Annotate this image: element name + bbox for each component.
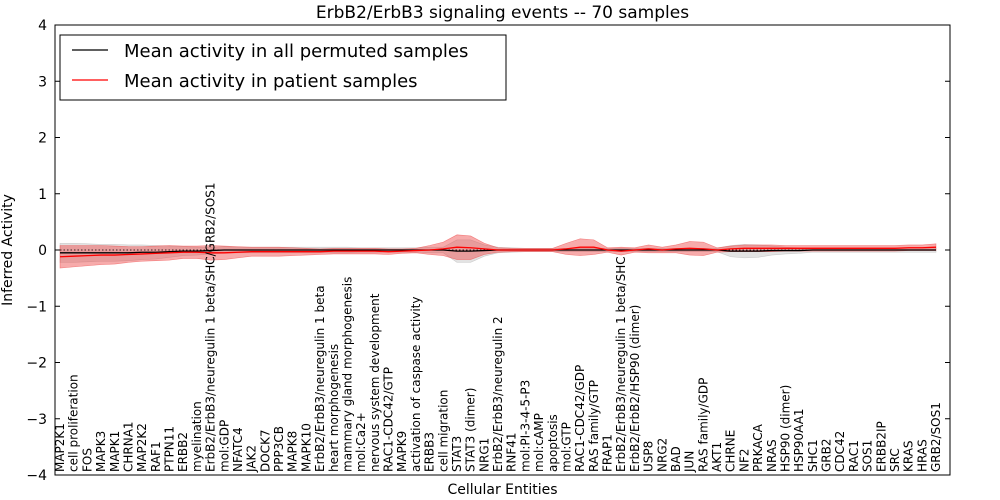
- y-axis: 4 3 2 1 0 −1 −2 −3 −4: [26, 18, 950, 484]
- y-tick-label: 0: [38, 243, 47, 259]
- entity-label: mol:GTP: [559, 422, 573, 472]
- y-tick-label: 4: [38, 18, 47, 34]
- entity-label: ERBB2IP: [874, 421, 888, 472]
- entity-label: ERBB3: [423, 432, 437, 472]
- entity-label: RAC1-CDC42/GDP: [573, 365, 587, 472]
- entity-label: NF2: [737, 448, 751, 472]
- entity-label: mol:cAMP: [532, 413, 546, 472]
- band-permuted: [59, 239, 937, 263]
- entity-label: FRAP1: [601, 434, 615, 472]
- entity-label: NFATC4: [231, 427, 245, 472]
- entity-label: MAPK9: [395, 431, 409, 472]
- x-axis-label: Cellular Entities: [447, 482, 557, 498]
- entity-label: mol:GDP: [217, 420, 231, 472]
- y-tick-label: −3: [26, 412, 47, 428]
- line-layer: [59, 246, 937, 258]
- entity-label: MAPK8: [286, 431, 300, 472]
- y-tick-label: 3: [38, 74, 47, 90]
- entity-label: ErbB2/ErbB3/neuregulin 1 beta/SHC/GRB2/S…: [204, 182, 218, 472]
- y-tick-label: −4: [26, 468, 47, 484]
- entity-label: JAK2: [245, 445, 259, 473]
- entity-label: CDC42: [833, 431, 847, 472]
- entity-label: NRG1: [477, 438, 491, 472]
- entity-label: NRG2: [655, 438, 669, 472]
- entity-label: ERBB2: [176, 432, 190, 472]
- entity-label: MAP2K1: [53, 423, 67, 472]
- entity-label: activation of caspase activity: [409, 297, 423, 472]
- entity-label: RAC1-CDC42/GTP: [382, 367, 396, 472]
- entity-label: RAS family/GDP: [696, 378, 710, 472]
- y-tick-label: 1: [38, 187, 47, 203]
- plot-frame: [54, 24, 951, 476]
- entity-label: CHRNE: [724, 430, 738, 472]
- entity-label: myelination: [190, 401, 204, 472]
- entity-label: JUN: [683, 451, 697, 473]
- entity-label: MAP2K2: [135, 423, 149, 472]
- entity-label: AKT1: [710, 442, 724, 472]
- entity-label: USP8: [642, 441, 656, 472]
- entity-label: mammary gland morphogenesis: [340, 277, 354, 472]
- entity-label: KRAS: [902, 440, 916, 472]
- entity-label: nervous system development: [368, 293, 382, 472]
- entity-label: ErbB2/ErbB3/neuregulin 1 beta/SHC: [614, 256, 628, 472]
- entity-label: SRC: [888, 448, 902, 472]
- entity-label: SOS1: [861, 440, 875, 472]
- entity-label: CHRNA1: [121, 421, 135, 472]
- entity-label: RAS family/GTP: [587, 380, 601, 472]
- entity-label: PRKACA: [751, 423, 765, 472]
- y-tick-label: −2: [26, 356, 47, 372]
- entity-label: heart morphogenesis: [327, 344, 341, 472]
- entity-label: GRB2/SOS1: [929, 402, 943, 472]
- entity-label: mol:PI-3-4-5-P3: [518, 380, 532, 472]
- entity-label: PTPN11: [163, 426, 177, 472]
- entity-label: DOCK7: [258, 429, 272, 472]
- legend-label-patient: Mean activity in patient samples: [124, 71, 418, 92]
- line-patient-mean: [59, 246, 937, 258]
- entity-label: cell proliferation: [67, 374, 81, 472]
- entity-label: ErbB2/ErbB3/neuregulin 2: [491, 316, 505, 472]
- entity-label: ErbB2/ErbB2/HSP90 (dimer): [628, 305, 642, 472]
- chart-title: ErbB2/ErbB3 signaling events -- 70 sampl…: [316, 3, 689, 23]
- y-tick-label: −1: [26, 299, 47, 315]
- entity-label: mol:Ca2+: [354, 412, 368, 472]
- entity-label: PPP3CB: [272, 426, 286, 472]
- entity-label: STAT3: [450, 436, 464, 472]
- legend: Mean activity in all permuted samples Me…: [59, 34, 507, 101]
- y-tick-label: 2: [38, 131, 47, 147]
- entity-label: cell migration: [436, 390, 450, 472]
- legend-box: [59, 34, 507, 101]
- entity-label: HSP90 (dimer): [778, 385, 792, 472]
- entity-label: STAT3 (dimer): [464, 388, 478, 472]
- entity-label: apoptosis: [546, 414, 560, 472]
- legend-label-permuted: Mean activity in all permuted samples: [124, 41, 468, 62]
- entity-label: RAC1: [847, 440, 861, 472]
- entity-label: RNF41: [505, 433, 519, 473]
- entity-label: GRB2: [820, 438, 834, 472]
- entity-label-layer: MAP2K1 cell proliferation FOS MAPK3 MAPK1 CHR…: [53, 182, 943, 473]
- entity-label: HSP90AA1: [792, 408, 806, 472]
- y-axis-label: Inferred Activity: [0, 194, 16, 306]
- entity-label: BAD: [669, 446, 683, 472]
- entity-label: RAF1: [149, 441, 163, 472]
- entity-label: FOS: [80, 448, 94, 472]
- entity-label: ErbB2/ErbB3/neuregulin 1 beta: [313, 285, 327, 472]
- entity-label: MAPK1: [108, 431, 122, 472]
- entity-label: MAPK10: [299, 423, 313, 472]
- entity-label: SHC1: [806, 439, 820, 472]
- entity-label: HRAS: [915, 439, 929, 472]
- entity-label: MAPK3: [94, 431, 108, 472]
- entity-label: NRAS: [765, 439, 779, 472]
